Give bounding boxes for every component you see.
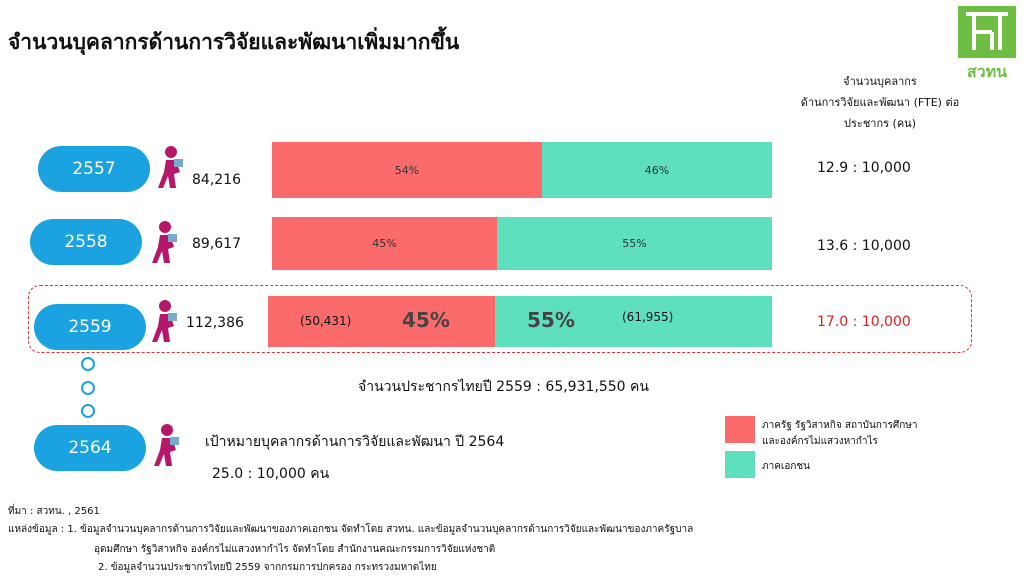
legend-label: และองค์กรไม่แสวงหากำไร: [762, 436, 878, 447]
bar-segment: 45%: [272, 217, 497, 270]
pct-label: 46%: [644, 163, 670, 177]
source: 2. ข้อมูลจำนวนประชากรไทยปี 2559 จากกรมกา…: [98, 562, 437, 573]
ratio: 12.9 : 10,000: [817, 160, 911, 176]
target-text: เป้าหมายบุคลากรด้านการวิจัยและพัฒนา ปี 2…: [205, 434, 505, 450]
legend-label: ภาครัฐ รัฐวิสาหกิจ สถาบันการศึกษา: [762, 420, 918, 431]
person-icon: [152, 221, 177, 263]
bar-segment: [268, 296, 495, 347]
ratio-header: ด้านการวิจัยและพัฒนา (FTE) ต่อ: [800, 96, 960, 109]
ratio: 17.0 : 10,000: [817, 314, 911, 330]
logo-mark: [958, 6, 1016, 58]
count: (50,431): [300, 314, 352, 328]
source: อุดมศึกษา รัฐวิสาหกิจ องค์กรไม่แสวงหากำไ…: [94, 544, 496, 555]
pct-label: 55%: [527, 308, 575, 332]
bar-segment: 54%: [272, 142, 542, 198]
bar-segment: 46%: [542, 142, 772, 198]
person-icon: [152, 300, 177, 342]
ratio: 13.6 : 10,000: [817, 238, 911, 254]
source: แหล่งข้อมูล : 1. ข้อมูลจำนวนบุคลากรด้านก…: [8, 524, 694, 535]
count: (61,955): [622, 310, 674, 324]
legend-label: ภาคเอกชน: [762, 461, 810, 472]
year-pill: 2557: [38, 146, 150, 192]
person-icon: [154, 424, 179, 466]
logo-text: สวทน: [966, 62, 1008, 81]
dot: [81, 404, 95, 418]
pct-label: 45%: [402, 308, 450, 332]
bar-segment: [494, 296, 772, 347]
population: จำนวนประชากรไทยปี 2559 : 65,931,550 คน: [358, 379, 649, 395]
person-icon: [158, 146, 183, 188]
total: 89,617: [192, 236, 241, 252]
legend-swatch: [725, 416, 755, 443]
bar-segment: 55%: [497, 217, 772, 270]
ratio-header: ประชากร (คน): [844, 117, 916, 130]
dot: [81, 357, 95, 371]
legend-swatch: [725, 451, 755, 478]
year-pill: 2564: [34, 425, 146, 471]
pct-label: 55%: [622, 237, 647, 250]
total: 84,216: [192, 172, 241, 188]
source: ที่มา : สวทน. , 2561: [8, 506, 100, 517]
year-pill: 2559: [34, 304, 146, 350]
highlight-box: [28, 285, 972, 353]
pct-label: 45%: [372, 237, 397, 250]
year-pill: 2558: [30, 219, 142, 265]
ratio-header: จำนวนบุคลากร: [843, 75, 917, 88]
title: จำนวนบุคลากรด้านการวิจัยและพัฒนาเพิ่มมาก…: [8, 30, 460, 54]
target-ratio: 25.0 : 10,000 คน: [212, 466, 330, 482]
pct-label: 54%: [394, 163, 420, 177]
logo-icon: [966, 12, 1008, 50]
dot: [81, 381, 95, 395]
total: 112,386: [186, 315, 244, 331]
